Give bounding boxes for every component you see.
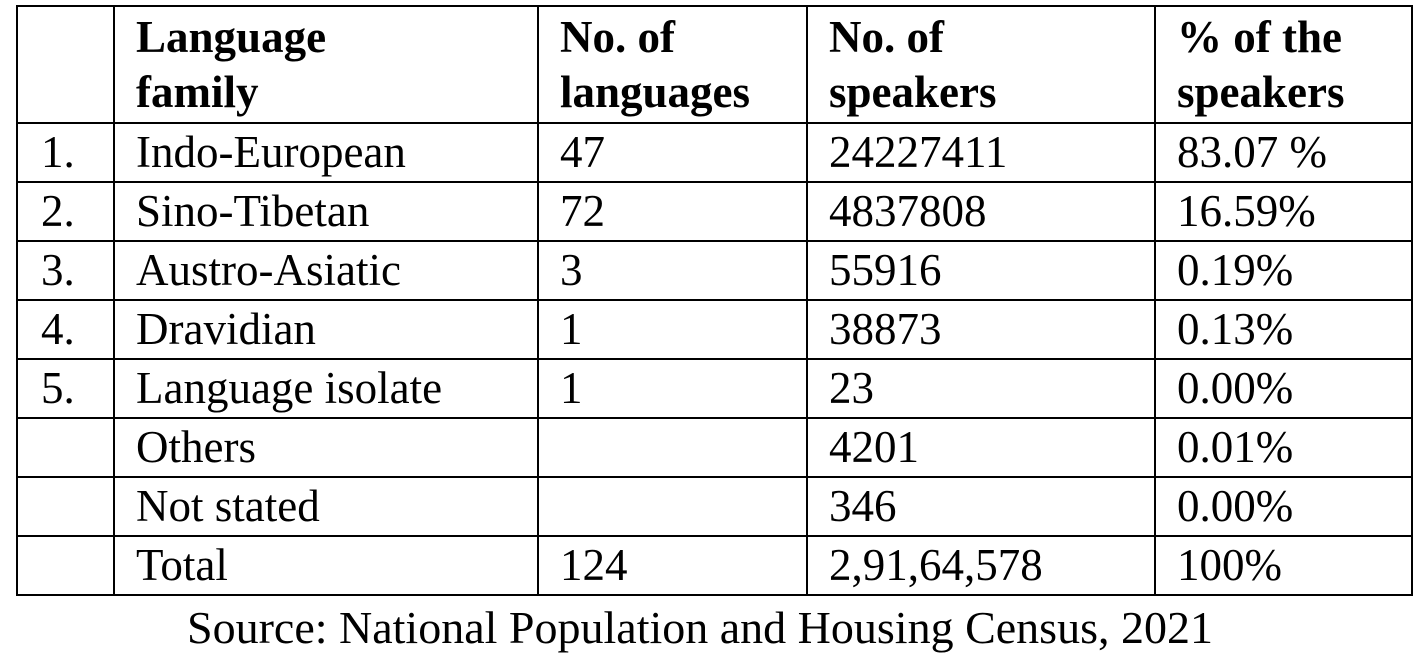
row-percent: 100% bbox=[1154, 535, 1413, 596]
language-family-table: Language family No. of languages No. of … bbox=[16, 5, 1413, 596]
header-serial bbox=[16, 5, 115, 124]
row-serial: 3. bbox=[16, 240, 115, 301]
row-languages bbox=[537, 417, 808, 478]
row-languages: 72 bbox=[537, 181, 808, 242]
row-family: Sino-Tibetan bbox=[113, 181, 539, 242]
row-family: Total bbox=[113, 535, 539, 596]
header-no-of-languages: No. of languages bbox=[537, 5, 808, 124]
table-row-total: Total 124 2,91,64,578 100% bbox=[16, 535, 1413, 596]
header-no-of-languages-line1: No. of bbox=[560, 11, 675, 62]
table-row: 1. Indo-European 47 24227411 83.07 % bbox=[16, 122, 1413, 183]
row-speakers: 55916 bbox=[806, 240, 1156, 301]
row-languages bbox=[537, 476, 808, 537]
row-percent: 0.19% bbox=[1154, 240, 1413, 301]
row-family: Austro-Asiatic bbox=[113, 240, 539, 301]
row-speakers: 38873 bbox=[806, 299, 1156, 360]
header-no-of-speakers-line1: No. of bbox=[829, 11, 944, 62]
table-header: Language family No. of languages No. of … bbox=[16, 5, 1413, 124]
row-serial bbox=[16, 417, 115, 478]
row-family: Dravidian bbox=[113, 299, 539, 360]
table-row: 3. Austro-Asiatic 3 55916 0.19% bbox=[16, 240, 1413, 301]
table-row: 4. Dravidian 1 38873 0.13% bbox=[16, 299, 1413, 360]
row-family: Not stated bbox=[113, 476, 539, 537]
row-languages: 1 bbox=[537, 299, 808, 360]
header-row: Language family No. of languages No. of … bbox=[16, 5, 1413, 124]
table-row: 5. Language isolate 1 23 0.00% bbox=[16, 358, 1413, 419]
row-speakers: 24227411 bbox=[806, 122, 1156, 183]
header-percent-of-speakers-line2: speakers bbox=[1177, 66, 1345, 117]
row-languages: 1 bbox=[537, 358, 808, 419]
row-languages: 124 bbox=[537, 535, 808, 596]
row-serial: 2. bbox=[16, 181, 115, 242]
row-speakers: 2,91,64,578 bbox=[806, 535, 1156, 596]
table-row: 2. Sino-Tibetan 72 4837808 16.59% bbox=[16, 181, 1413, 242]
row-percent: 16.59% bbox=[1154, 181, 1413, 242]
row-family: Language isolate bbox=[113, 358, 539, 419]
header-language-family: Language family bbox=[113, 5, 539, 124]
row-serial bbox=[16, 476, 115, 537]
table-row: Others 4201 0.01% bbox=[16, 417, 1413, 478]
header-language-family-line1: Language bbox=[136, 11, 327, 62]
row-speakers: 4201 bbox=[806, 417, 1156, 478]
row-serial: 5. bbox=[16, 358, 115, 419]
table-body: 1. Indo-European 47 24227411 83.07 % 2. … bbox=[16, 122, 1413, 596]
row-speakers: 346 bbox=[806, 476, 1156, 537]
row-percent: 0.13% bbox=[1154, 299, 1413, 360]
row-languages: 47 bbox=[537, 122, 808, 183]
header-no-of-speakers: No. of speakers bbox=[806, 5, 1156, 124]
row-serial: 4. bbox=[16, 299, 115, 360]
row-speakers: 4837808 bbox=[806, 181, 1156, 242]
row-percent: 83.07 % bbox=[1154, 122, 1413, 183]
row-percent: 0.00% bbox=[1154, 476, 1413, 537]
header-language-family-line2: family bbox=[136, 66, 259, 117]
row-serial: 1. bbox=[16, 122, 115, 183]
row-percent: 0.01% bbox=[1154, 417, 1413, 478]
row-family: Indo-European bbox=[113, 122, 539, 183]
row-languages: 3 bbox=[537, 240, 808, 301]
table-row: Not stated 346 0.00% bbox=[16, 476, 1413, 537]
header-no-of-speakers-line2: speakers bbox=[829, 66, 997, 117]
header-percent-of-speakers-line1: % of the bbox=[1177, 11, 1342, 62]
row-serial bbox=[16, 535, 115, 596]
header-percent-of-speakers: % of the speakers bbox=[1154, 5, 1413, 124]
row-percent: 0.00% bbox=[1154, 358, 1413, 419]
row-speakers: 23 bbox=[806, 358, 1156, 419]
row-family: Others bbox=[113, 417, 539, 478]
source-caption: Source: National Population and Housing … bbox=[187, 602, 1213, 653]
header-no-of-languages-line2: languages bbox=[560, 66, 751, 117]
